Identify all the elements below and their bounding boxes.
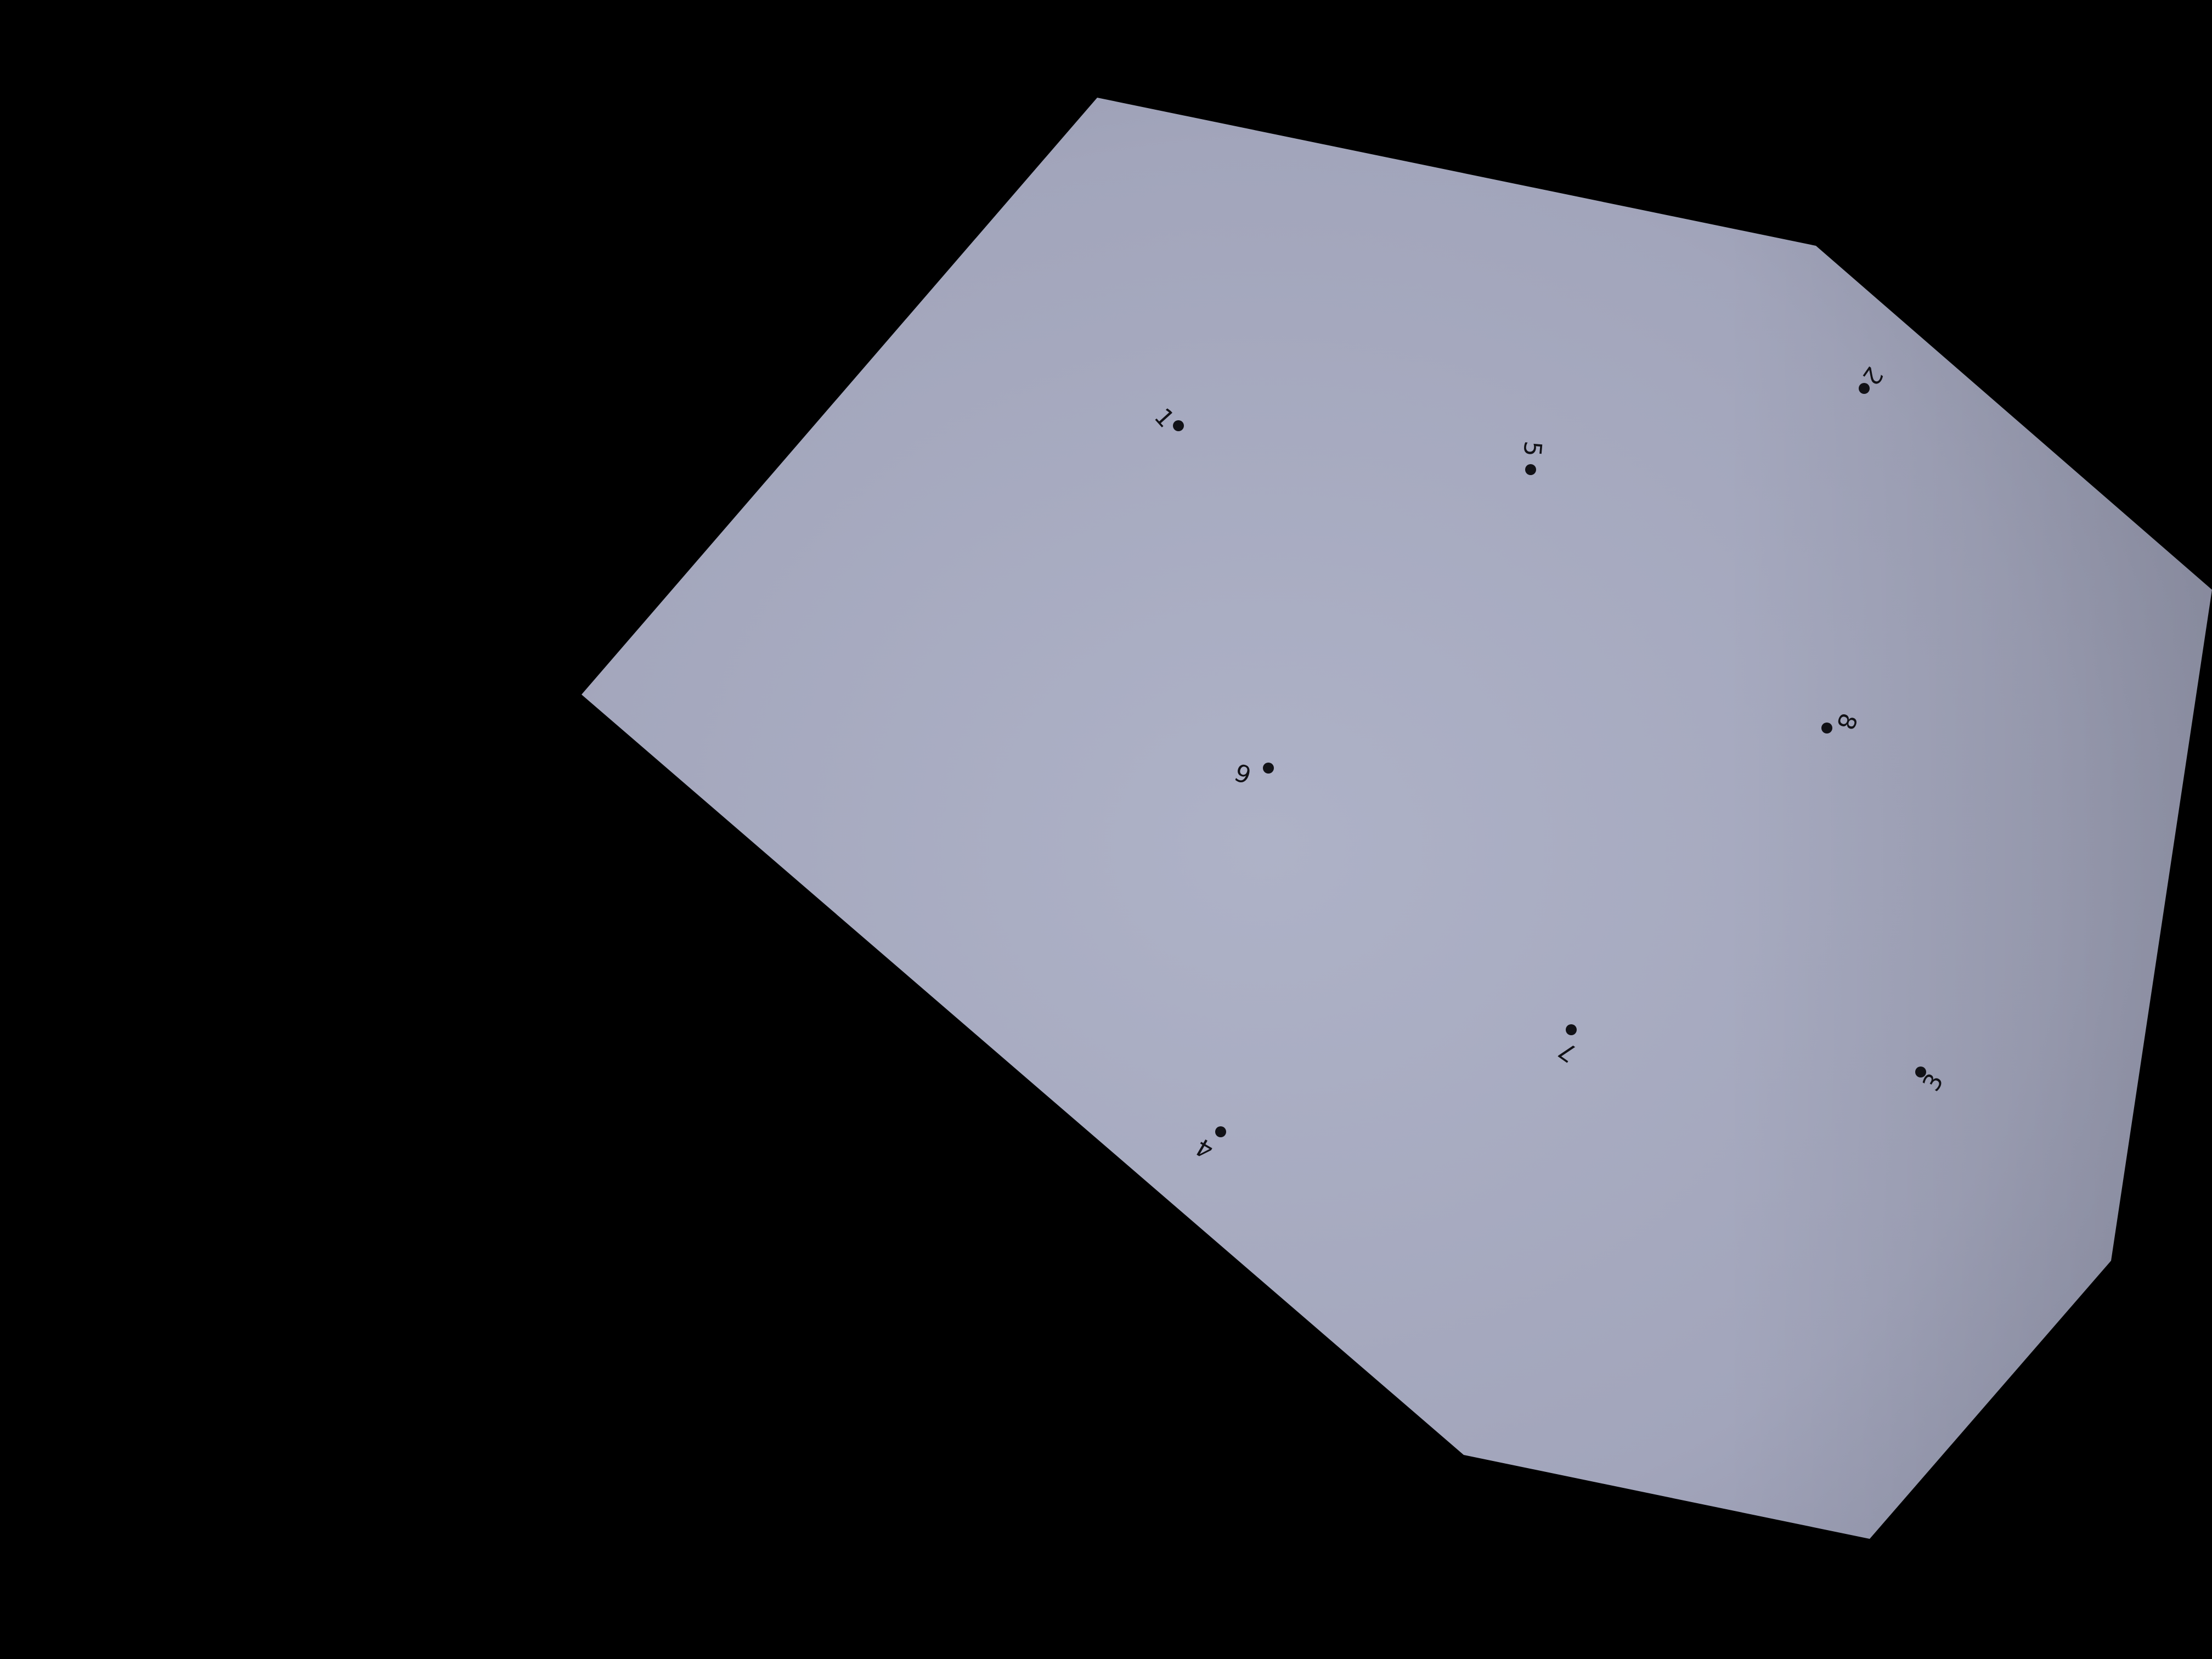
dot-marker (1915, 1066, 1926, 1077)
paper-shading (582, 98, 2212, 1539)
dot-marker (1566, 1024, 1577, 1035)
dot-marker (1859, 383, 1870, 394)
dot-marker (1173, 420, 1184, 431)
dot-marker (1525, 464, 1536, 475)
dot-marker (1821, 723, 1832, 733)
dot-marker (1215, 1126, 1226, 1137)
dot-5: 5 (1517, 440, 1547, 475)
dot-marker (1263, 763, 1274, 774)
dot-label: 5 (1517, 440, 1547, 458)
